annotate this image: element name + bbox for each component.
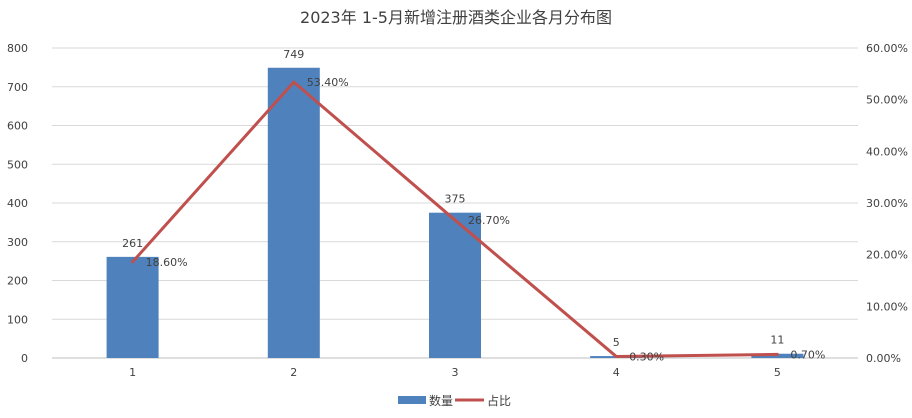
legend-label-count: 数量 (429, 393, 453, 408)
bar-data-label: 749 (283, 48, 304, 61)
bar (429, 212, 481, 358)
bar (267, 67, 320, 358)
legend: 数量 占比 (398, 393, 511, 408)
line-data-label: 0.30% (629, 350, 664, 363)
line-series (131, 80, 779, 358)
line-point (614, 354, 618, 358)
x-axis-tick-label: 3 (452, 366, 459, 379)
left-axis-tick-label: 300 (7, 236, 28, 249)
left-y-axis: 0 100 200 300 400 500 600 700 800 (7, 42, 28, 365)
x-axis-tick-label: 4 (613, 366, 620, 379)
right-axis-tick-label: 10.00% (866, 300, 908, 313)
right-axis-tick-label: 50.00% (866, 94, 908, 107)
bar-data-label: 261 (122, 237, 143, 250)
right-axis-tick-label: 60.00% (866, 42, 908, 55)
data-labels: 261 749 375 5 11 18.60% 53.40% 26.70% 0.30% 0.70% (122, 48, 825, 364)
x-axis-tick-label: 1 (129, 366, 136, 379)
x-axis-tick-label: 5 (774, 366, 781, 379)
right-axis-tick-label: 40.00% (866, 145, 908, 158)
chart-title: 2023年 1-5月新增注册酒类企业各月分布图 (300, 8, 612, 27)
bar-data-label: 375 (445, 193, 466, 206)
line-data-label: 18.60% (146, 256, 188, 269)
legend-label-share: 占比 (487, 393, 511, 408)
right-axis-tick-label: 20.00% (866, 249, 908, 262)
line-data-label: 26.70% (468, 214, 510, 227)
bar-data-label: 11 (770, 334, 784, 347)
bar-data-label: 5 (613, 336, 620, 349)
bar-series (106, 67, 804, 358)
left-axis-tick-label: 0 (21, 352, 28, 365)
legend-swatch-count (398, 396, 426, 404)
right-y-axis: 0.00% 10.00% 20.00% 30.00% 40.00% 50.00% 60.00… (866, 42, 908, 365)
line-point (131, 260, 135, 264)
line-data-label: 0.70% (790, 348, 825, 361)
x-axis-tick-label: 2 (290, 366, 297, 379)
x-axis: 1 2 3 4 5 (129, 366, 781, 379)
line-point (292, 80, 296, 84)
left-axis-tick-label: 500 (7, 158, 28, 171)
left-axis-tick-label: 200 (7, 275, 28, 288)
left-axis-tick-label: 700 (7, 81, 28, 94)
line-point (775, 352, 779, 356)
bar (106, 256, 159, 358)
right-axis-tick-label: 30.00% (866, 197, 908, 210)
right-axis-tick-label: 0.00% (866, 352, 901, 365)
left-axis-tick-label: 400 (7, 197, 28, 210)
line-data-label: 53.40% (307, 76, 349, 89)
left-axis-tick-label: 600 (7, 120, 28, 133)
left-axis-tick-label: 800 (7, 42, 28, 55)
left-axis-tick-label: 100 (7, 313, 28, 326)
line-point (453, 218, 457, 222)
